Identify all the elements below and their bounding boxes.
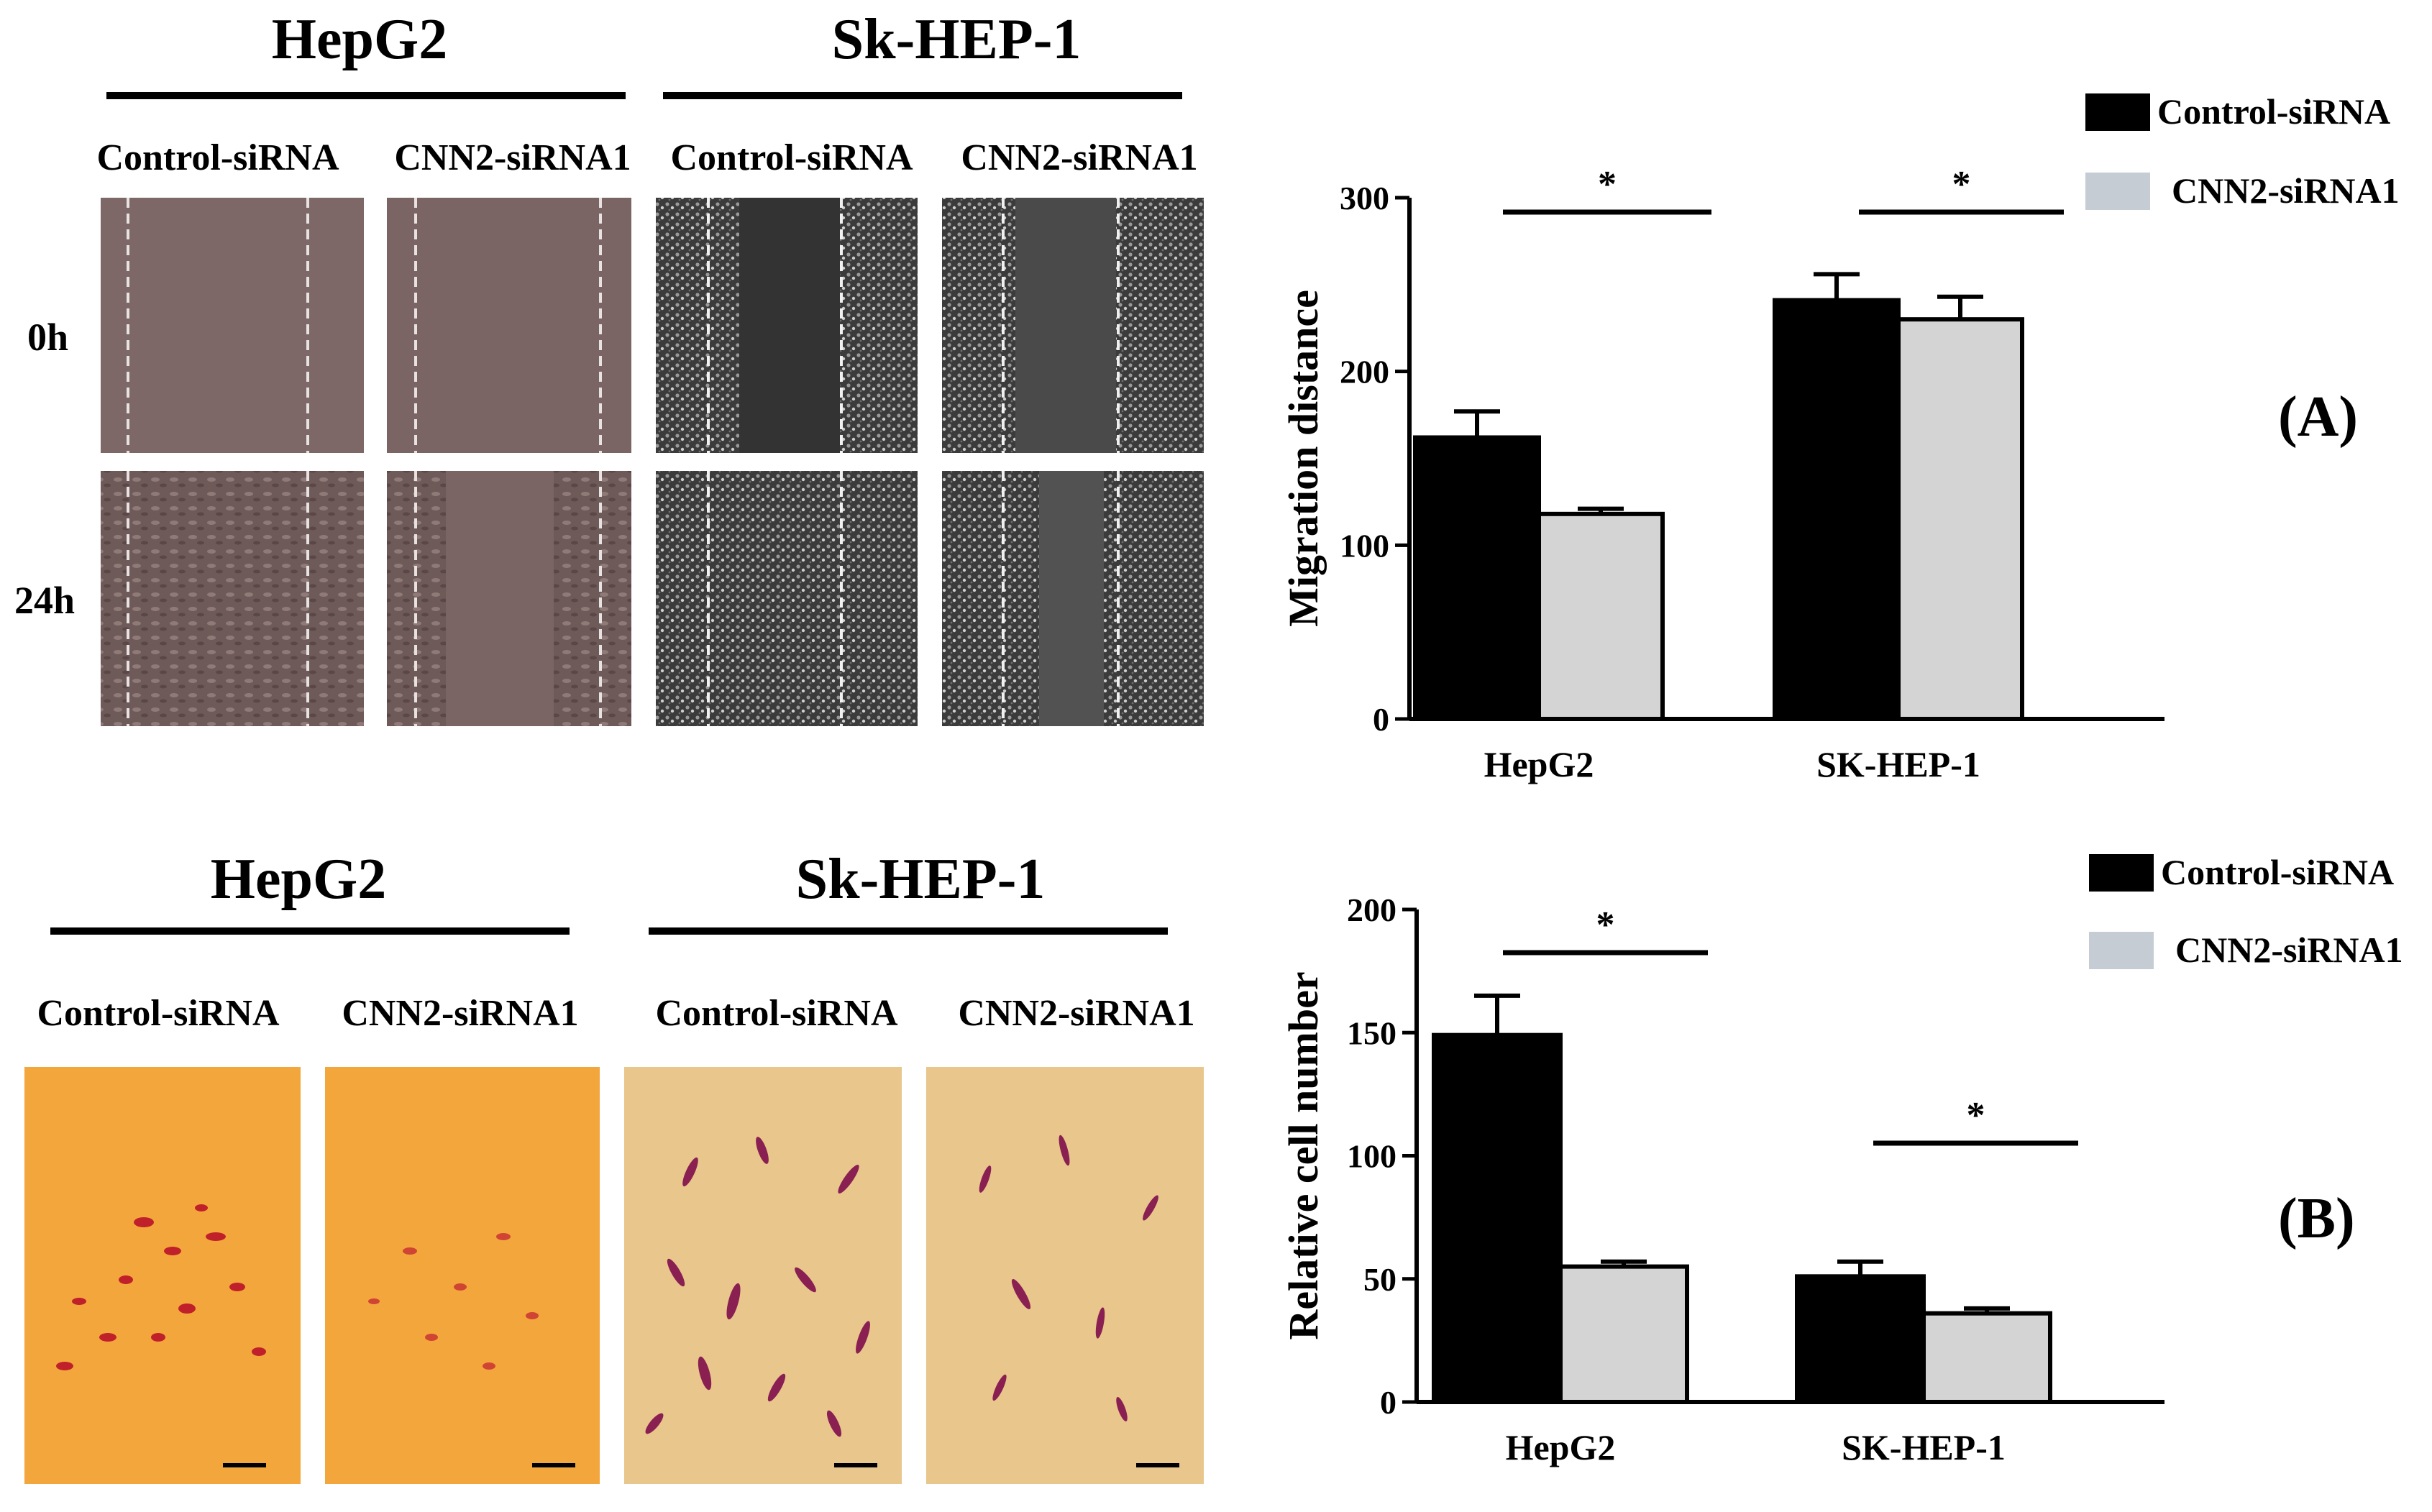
transwell-cond-4: CNN2-siRNA1 (958, 993, 1195, 1034)
chart-a-sig-star: * (1952, 164, 1971, 205)
wound-cond-4: CNN2-siRNA1 (961, 137, 1198, 178)
wound-cond-1: Control-siRNA (96, 137, 339, 178)
chart-a-legend-label: Control-siRNA (2157, 91, 2390, 132)
chart-b-bar-1-1 (1921, 1311, 2052, 1405)
transwell-cond-1: Control-siRNA (37, 993, 280, 1034)
chart-b-ytick-label: 200 (1347, 892, 1396, 928)
transwell-hepg2-cnn2 (325, 1067, 600, 1484)
micrograph-0h-hepg2-control (101, 198, 364, 453)
chart-b-ytick-label: 150 (1347, 1014, 1396, 1051)
transwell-cond-3: Control-siRNA (655, 993, 898, 1034)
micrograph-24h-hepg2-cnn2 (387, 471, 631, 726)
chart-b-ytick-label: 50 (1363, 1261, 1396, 1298)
transwell-micrographs (24, 1067, 1204, 1484)
chart-b-ytick-label: 0 (1380, 1384, 1396, 1421)
chart-b-legend-swatch (2089, 854, 2154, 892)
transwell-hepg2-control (24, 1067, 301, 1484)
micrograph-24h-hepg2-control (101, 471, 364, 726)
panel-label-a: (A) (2278, 385, 2359, 449)
chart-b-bar-1-0 (1558, 1264, 1689, 1404)
chart-relative-cell-number: 0 50 100 150 200 Relative cell number HepG2 * SK… (1280, 852, 2403, 1467)
chart-a-sig-star: * (1598, 164, 1617, 205)
transwell-header-hepg2: HepG2 (210, 848, 387, 911)
wound-header-skhep1-underline (663, 92, 1182, 99)
chart-a-bar-1-1 (1896, 317, 2024, 721)
chart-a-legend-swatch (2085, 93, 2150, 131)
wound-header-skhep1: Sk-HEP-1 (831, 8, 1082, 71)
chart-b-sig-star: * (1596, 904, 1615, 945)
transwell-sk-control (624, 1067, 902, 1484)
wound-cond-2: CNN2-siRNA1 (394, 137, 631, 178)
transwell-header-skhep1-underline (649, 927, 1168, 935)
wound-row-0h: 0h (27, 316, 69, 359)
chart-b-legend-swatch (2089, 932, 2154, 969)
chart-a-ytick-label: 100 (1340, 527, 1389, 564)
chart-a-legend-swatch (2085, 173, 2150, 210)
transwell-cond-2: CNN2-siRNA1 (342, 993, 579, 1034)
chart-b-xtick-label: SK-HEP-1 (1842, 1427, 2006, 1467)
chart-a-ytick-label: 200 (1340, 354, 1389, 390)
wound-cond-3: Control-siRNA (670, 137, 913, 178)
micrograph-24h-sk-cnn2 (942, 471, 1204, 726)
wound-header-hepg2: HepG2 (271, 8, 448, 71)
micrograph-0h-hepg2-cnn2 (387, 198, 631, 453)
chart-a-ytick-label: 0 (1373, 701, 1389, 738)
chart-a-xtick-label: SK-HEP-1 (1816, 744, 1980, 784)
chart-b-ytick-label: 100 (1347, 1138, 1396, 1175)
chart-a-bar-0-1 (1773, 298, 1901, 722)
chart-b-bar-0-1 (1795, 1274, 1926, 1405)
chart-b-legend-label: Control-siRNA (2161, 852, 2394, 892)
transwell-header-skhep1: Sk-HEP-1 (795, 848, 1046, 911)
chart-migration-distance: 0 100 200 300 Migration distance HepG2 * SK-HEP… (1280, 91, 2400, 784)
chart-b-xtick-label: HepG2 (1506, 1427, 1616, 1467)
chart-b-sig-star: * (1967, 1095, 1985, 1136)
chart-a-bar-1-0 (1537, 511, 1665, 721)
chart-b-ylabel: Relative cell number (1280, 971, 1327, 1339)
chart-a-legend-label: CNN2-siRNA1 (2172, 170, 2400, 211)
micrograph-0h-sk-cnn2 (942, 198, 1204, 453)
wound-header-hepg2-underline (106, 92, 626, 99)
wound-micrographs (101, 198, 1204, 726)
micrograph-24h-sk-control (656, 471, 918, 726)
wound-row-24h: 24h (14, 579, 76, 622)
panel-label-b: (B) (2278, 1187, 2355, 1250)
transwell-sk-cnn2 (926, 1067, 1204, 1484)
chart-a-bar-0-0 (1413, 435, 1541, 721)
chart-a-ytick-label: 300 (1340, 180, 1389, 216)
micrograph-0h-sk-control (656, 198, 918, 453)
chart-a-xtick-label: HepG2 (1484, 744, 1594, 784)
transwell-header-hepg2-underline (50, 927, 570, 935)
chart-b-legend-label: CNN2-siRNA1 (2175, 930, 2403, 970)
chart-b-bar-0-0 (1432, 1032, 1563, 1404)
chart-a-ylabel: Migration distance (1280, 290, 1327, 627)
